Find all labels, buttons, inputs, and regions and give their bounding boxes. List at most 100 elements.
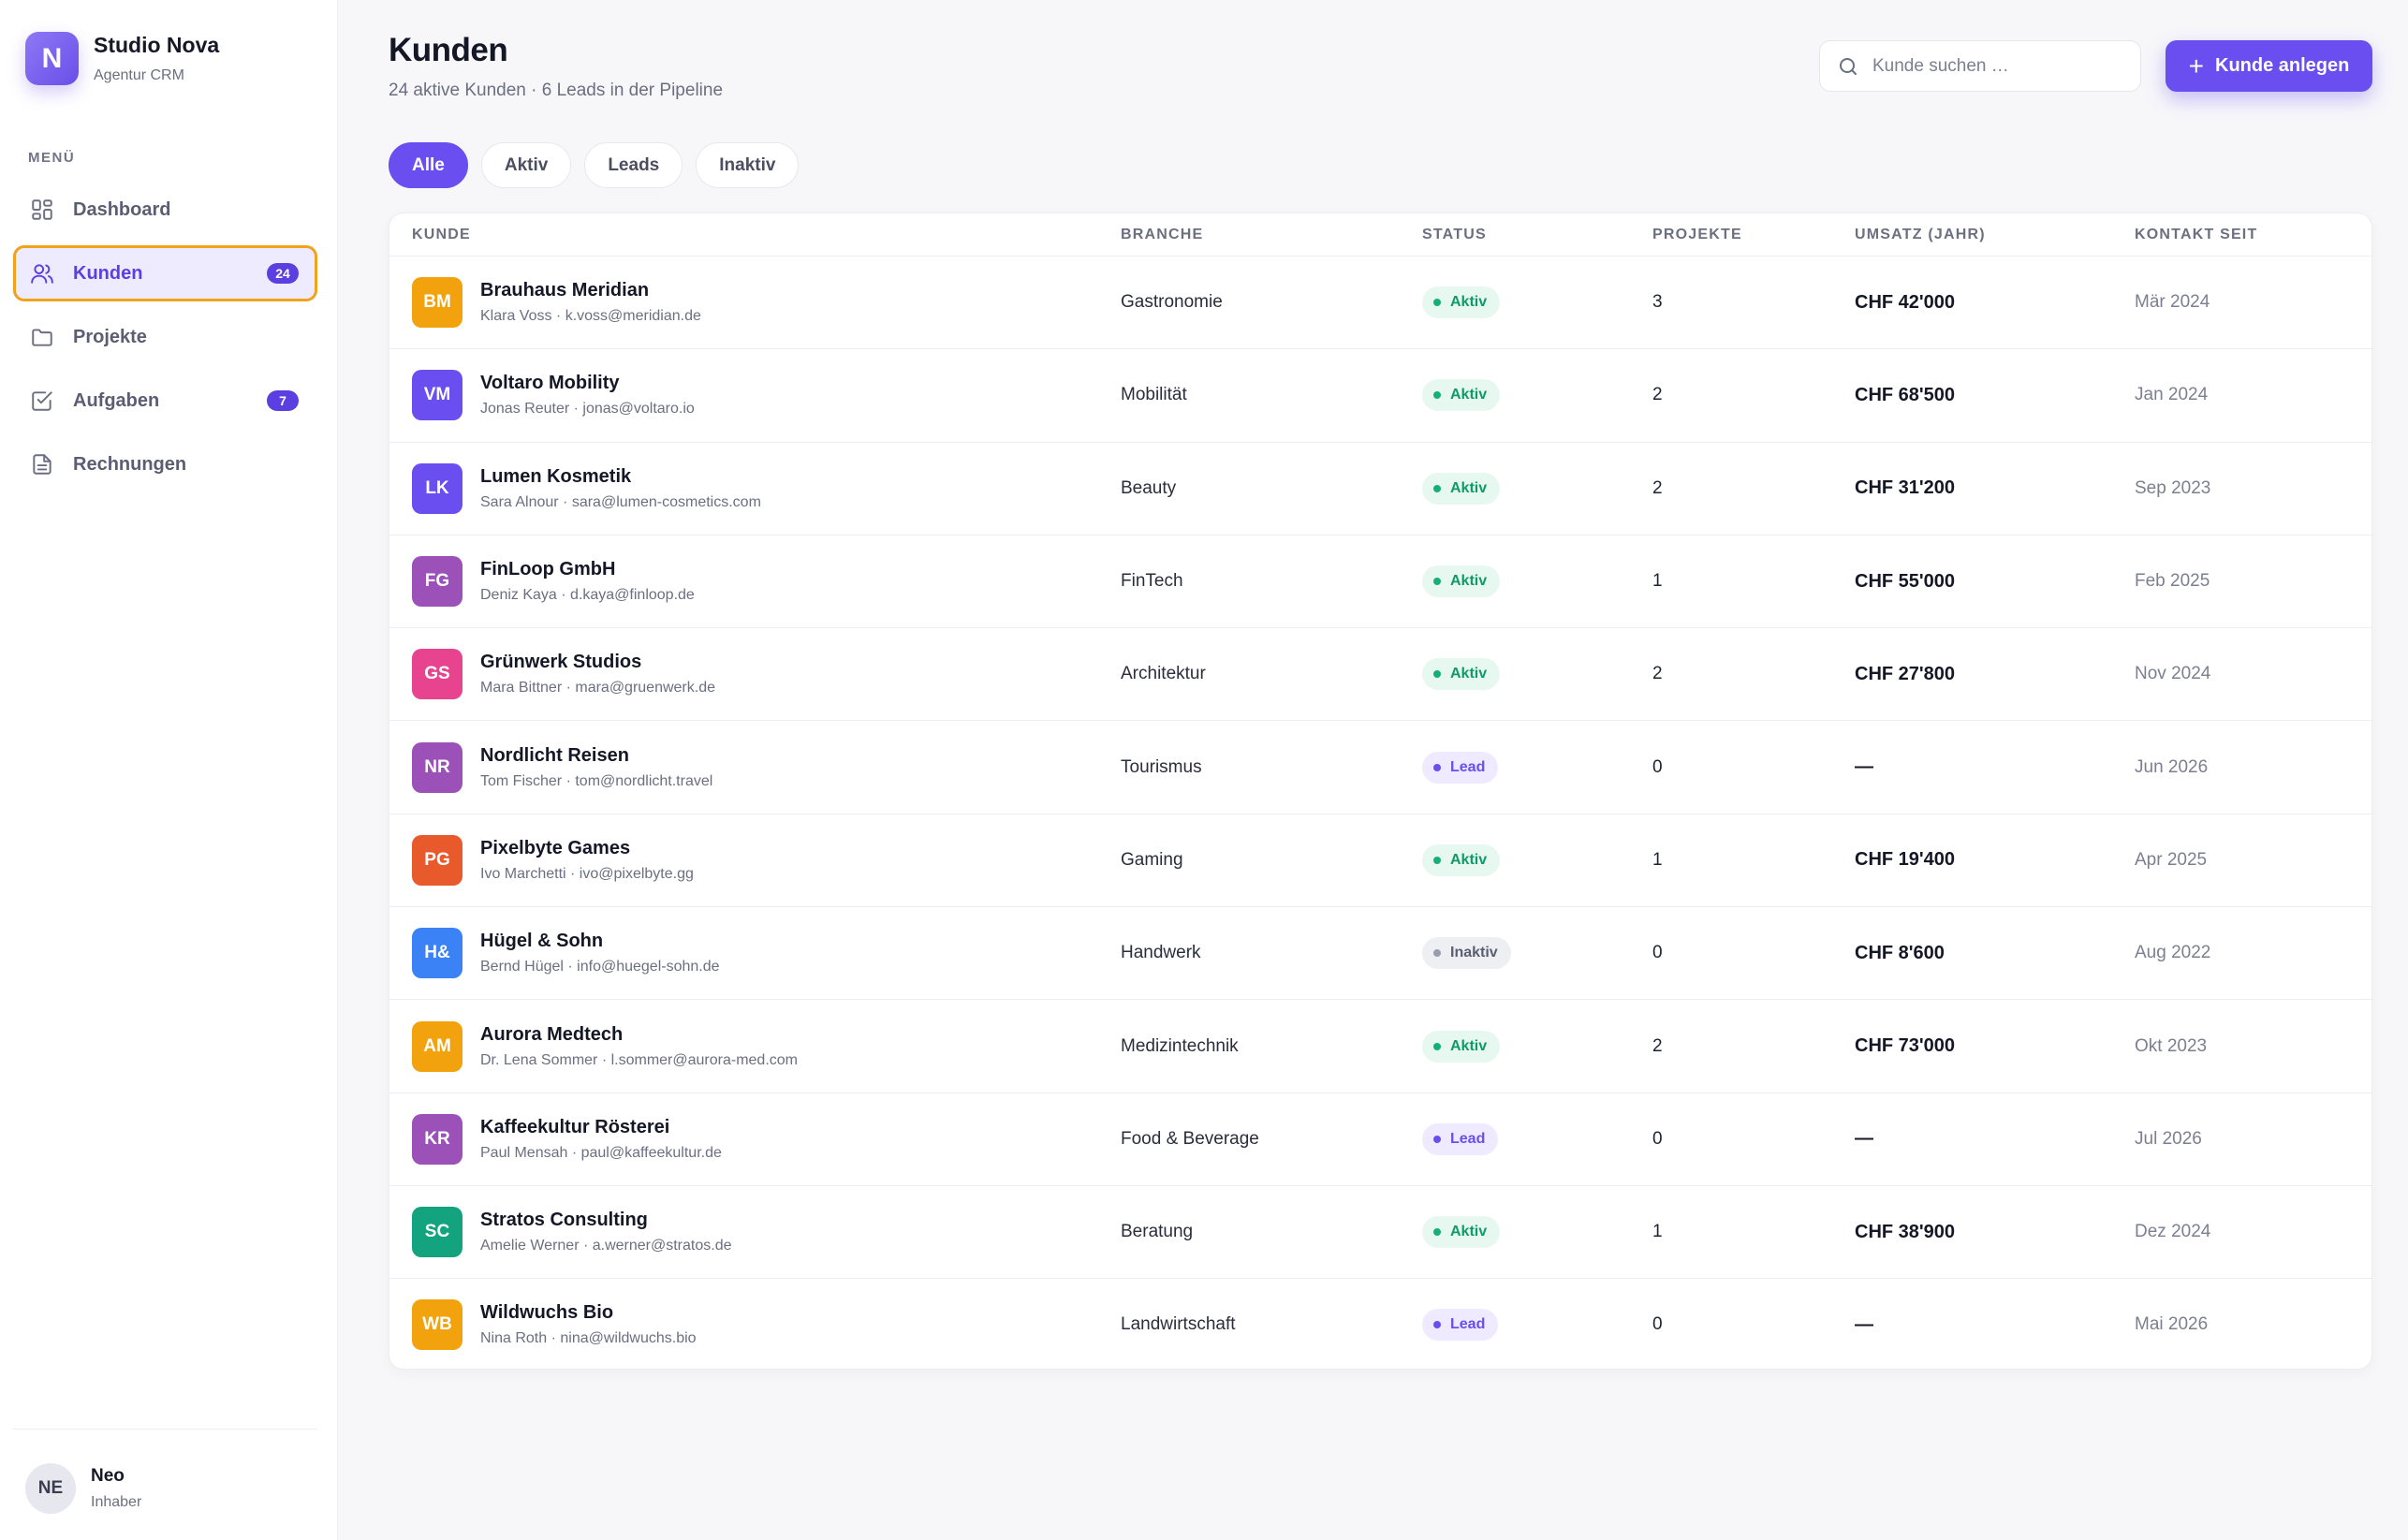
kontakt-seit-cell: Jun 2026 [2135,756,2209,777]
customer-name: Grünwerk Studios [480,652,642,673]
status-badge: Aktiv [1422,379,1501,412]
sidebar: N Studio Nova Agentur CRM MENÜ Dashboard… [0,0,338,1540]
customer-avatar: KR [412,1113,463,1165]
customer-contact: Sara Alnour · sara@lumen-cosmetics.com [480,493,761,510]
branche-cell: Mobilität [1121,385,1187,405]
branche-cell: Gastronomie [1121,292,1223,313]
projekte-cell: 0 [1652,943,1663,963]
customer-avatar: PG [412,834,463,886]
sidebar-item-projekte[interactable]: Projekte [13,309,317,365]
customer-contact: Nina Roth · nina@wildwuchs.bio [480,1330,697,1347]
sidebar-item-label: Aufgaben [73,389,160,411]
customer-avatar: LK [412,462,463,514]
status-dot-icon [1433,1321,1441,1329]
status-dot-icon [1433,763,1441,771]
sidebar-item-rechnungen[interactable]: Rechnungen [13,436,317,492]
table-row[interactable]: AM Aurora Medtech Dr. Lena Sommer · l.so… [389,1000,2371,1093]
customer-name: FinLoop GmbH [480,559,616,580]
table-body: BM Brauhaus Meridian Klara Voss · k.voss… [389,257,2371,1369]
status-badge: Aktiv [1422,658,1501,691]
umsatz-cell: CHF 31'200 [1855,477,1956,499]
table-row[interactable]: SC Stratos Consulting Amelie Werner · a.… [389,1186,2371,1280]
filter-leads[interactable]: Leads [584,142,683,188]
add-customer-label: Kunde anlegen [2215,55,2350,76]
umsatz-cell: CHF 73'000 [1855,1035,1956,1057]
table-row[interactable]: FG FinLoop GmbH Deniz Kaya · d.kaya@finl… [389,535,2371,629]
status-dot-icon [1433,484,1441,492]
table-row[interactable]: PG Pixelbyte Games Ivo Marchetti · ivo@p… [389,814,2371,908]
status-badge: Aktiv [1422,1030,1501,1063]
projekte-cell: 1 [1652,571,1663,592]
brand[interactable]: N Studio Nova Agentur CRM [25,32,219,85]
branche-cell: Medizintechnik [1121,1035,1239,1056]
status-label: Aktiv [1450,479,1488,496]
status-badge: Lead [1422,751,1499,784]
customer-table: KUNDE BRANCHE STATUS PROJEKTE UMSATZ (JA… [389,213,2372,1370]
document-icon [33,454,51,475]
status-badge: Inaktiv [1422,937,1511,970]
projekte-cell: 2 [1652,664,1663,684]
projekte-cell: 0 [1652,1314,1663,1335]
customer-name: Nordlicht Reisen [480,744,629,766]
table-row[interactable]: KR Kaffeekultur Rösterei Paul Mensah · p… [389,1093,2371,1186]
status-dot-icon [1433,578,1441,586]
status-dot-icon [1433,1228,1441,1237]
customer-avatar: AM [412,1020,463,1072]
customer-name: Hügel & Sohn [480,931,604,952]
table-row[interactable]: NR Nordlicht Reisen Tom Fischer · tom@no… [389,721,2371,814]
customer-avatar: H& [412,928,463,979]
table-row[interactable]: BM Brauhaus Meridian Klara Voss · k.voss… [389,257,2371,350]
branche-cell: Beratung [1121,1222,1194,1242]
customer-contact: Dr. Lena Sommer · l.sommer@aurora-med.co… [480,1051,798,1068]
status-dot-icon [1433,299,1441,307]
filter-inaktiv[interactable]: Inaktiv [696,142,800,188]
customer-contact: Ivo Marchetti · ivo@pixelbyte.gg [480,865,694,882]
search-input[interactable] [1872,55,2125,77]
table-row[interactable]: LK Lumen Kosmetik Sara Alnour · sara@lum… [389,443,2371,535]
column-header-umsatz[interactable]: UMSATZ (JAHR) [1855,227,1986,242]
user-profile[interactable]: NE Neo Inhaber [13,1429,317,1514]
add-customer-button[interactable]: + Kunde anlegen [2166,40,2372,92]
status-label: Aktiv [1450,387,1488,403]
umsatz-cell: CHF 42'000 [1855,291,1956,313]
filter-aktiv[interactable]: Aktiv [480,142,572,188]
sidebar-item-aufgaben[interactable]: Aufgaben 7 [13,373,317,429]
kontakt-seit-cell: Aug 2022 [2135,943,2211,963]
sidebar-item-label: Rechnungen [73,453,187,475]
search-box[interactable] [1819,40,2141,92]
projekte-cell: 3 [1652,292,1663,313]
table-row[interactable]: H& Hügel & Sohn Bernd Hügel · info@huege… [389,907,2371,1001]
status-label: Lead [1450,1316,1486,1333]
customer-contact: Bernd Hügel · info@huegel-sohn.de [480,959,720,975]
menu-label: MENÜ [28,150,76,166]
sidebar-item-label: Projekte [73,326,147,347]
status-badge: Aktiv [1422,286,1501,319]
status-badge: Aktiv [1422,843,1501,876]
grid-icon [32,199,52,220]
umsatz-cell: CHF 19'400 [1855,849,1956,871]
brand-subtitle: Agentur CRM [94,67,184,83]
column-header-status[interactable]: STATUS [1422,227,1487,242]
table-row[interactable]: WB Wildwuchs Bio Nina Roth · nina@wildwu… [389,1279,2371,1369]
status-label: Aktiv [1450,1037,1488,1054]
column-header-kunde[interactable]: KUNDE [412,227,471,242]
customer-name: Pixelbyte Games [480,837,631,858]
column-header-branche[interactable]: BRANCHE [1121,227,1204,242]
status-dot-icon [1433,1042,1441,1050]
customer-name: Wildwuchs Bio [480,1302,614,1324]
sidebar-nav: Dashboard Kunden 24 Projekte Aufgaben 7 [13,182,317,500]
sidebar-item-kunden[interactable]: Kunden 24 [13,245,317,301]
customer-name: Kaffeekultur Rösterei [480,1116,670,1137]
kontakt-seit-cell: Jan 2024 [2135,385,2209,405]
table-row[interactable]: GS Grünwerk Studios Mara Bittner · mara@… [389,628,2371,722]
column-header-kontakt-seit[interactable]: KONTAKT SEIT [2135,227,2258,242]
kontakt-seit-cell: Nov 2024 [2135,664,2211,684]
filter-alle[interactable]: Alle [389,142,468,188]
column-header-projekte[interactable]: PROJEKTE [1652,227,1742,242]
table-row[interactable]: VM Voltaro Mobility Jonas Reuter · jonas… [389,349,2371,443]
checkbox-icon [32,391,52,411]
kontakt-seit-cell: Sep 2023 [2135,477,2211,498]
status-dot-icon [1433,1135,1441,1143]
sidebar-item-dashboard[interactable]: Dashboard [13,182,317,238]
sidebar-item-label: Dashboard [73,198,171,220]
